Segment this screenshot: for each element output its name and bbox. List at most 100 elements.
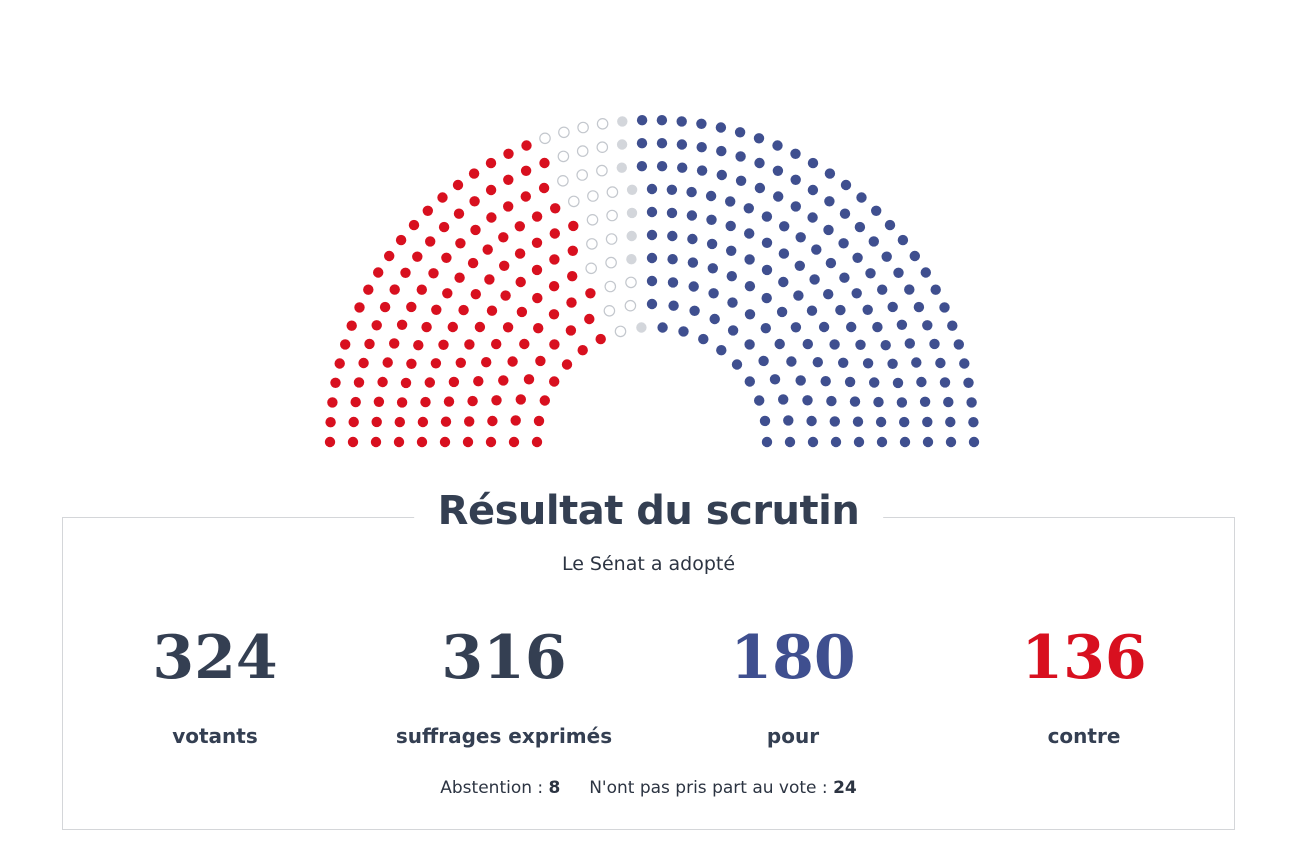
seat-absent bbox=[557, 175, 569, 187]
seat-pour bbox=[744, 228, 755, 239]
seat-pour bbox=[806, 305, 818, 316]
seat-contre bbox=[394, 416, 405, 428]
seat-pour bbox=[853, 436, 865, 448]
seat-absent bbox=[606, 186, 619, 198]
seat-pour bbox=[646, 298, 658, 310]
stat-pour: 180 pour bbox=[643, 618, 943, 748]
seat-absent bbox=[586, 238, 598, 250]
seat-pour bbox=[939, 377, 951, 388]
seat-pour bbox=[875, 416, 887, 428]
seat-pour bbox=[851, 288, 862, 299]
seat-contre bbox=[531, 436, 543, 448]
seat-contre bbox=[382, 357, 393, 368]
seat-pour bbox=[968, 417, 979, 428]
seat-contre bbox=[515, 394, 526, 405]
seat-contre bbox=[354, 302, 365, 313]
seat-pour bbox=[761, 264, 773, 276]
seat-contre bbox=[567, 245, 578, 256]
seat-contre bbox=[438, 221, 450, 233]
seat-pour bbox=[734, 127, 746, 138]
seat-pour bbox=[835, 304, 846, 316]
seat-pour bbox=[725, 220, 736, 232]
seat-contre bbox=[448, 376, 460, 388]
seat-pour bbox=[838, 238, 849, 249]
seat-pour bbox=[876, 436, 888, 448]
seat-pour bbox=[727, 297, 738, 308]
seat-contre bbox=[395, 234, 407, 246]
seat-pour bbox=[705, 190, 717, 202]
seat-contre bbox=[327, 397, 338, 408]
seat-pour bbox=[892, 377, 904, 389]
seat-pour bbox=[829, 339, 840, 350]
seat-abstention bbox=[626, 207, 638, 219]
stat-contre-value: 136 bbox=[1021, 623, 1147, 693]
seat-pour bbox=[823, 289, 834, 300]
seat-contre bbox=[468, 168, 480, 179]
seat-contre bbox=[548, 309, 560, 320]
seat-pour bbox=[966, 397, 977, 408]
seat-pour bbox=[959, 358, 970, 369]
seat-contre bbox=[500, 290, 511, 301]
seat-contre bbox=[377, 376, 388, 388]
stat-suffrages-value: 316 bbox=[441, 623, 567, 693]
seat-pour bbox=[968, 436, 980, 448]
seat-contre bbox=[442, 288, 453, 299]
seat-contre bbox=[499, 260, 510, 271]
seat-pour bbox=[896, 397, 908, 408]
seat-contre bbox=[371, 416, 382, 428]
seat-pour bbox=[877, 284, 888, 295]
seat-absent bbox=[557, 150, 570, 163]
seat-contre bbox=[441, 252, 452, 263]
seat-pour bbox=[794, 260, 805, 271]
seat-pour bbox=[880, 340, 891, 351]
seat-contre bbox=[549, 376, 560, 387]
seat-pour bbox=[761, 211, 773, 222]
seat-pour bbox=[678, 326, 689, 337]
seat-pour bbox=[846, 321, 857, 333]
seat-pour bbox=[778, 394, 789, 405]
seat-contre bbox=[514, 248, 526, 259]
seat-contre bbox=[400, 267, 411, 278]
seat-contre bbox=[515, 276, 526, 288]
seat-pour bbox=[696, 118, 707, 129]
seat-pour bbox=[855, 339, 866, 350]
seat-contre bbox=[408, 219, 420, 231]
seat-pour bbox=[667, 230, 678, 242]
seat-contre bbox=[330, 377, 341, 388]
seat-pour bbox=[869, 377, 880, 388]
seat-contre bbox=[491, 395, 502, 406]
seat-pour bbox=[769, 374, 781, 385]
seat-pour bbox=[899, 436, 911, 448]
seat-contre bbox=[464, 339, 475, 350]
seat-pour bbox=[852, 252, 863, 263]
results-subtitle: Le Sénat a adopté bbox=[561, 553, 736, 575]
seat-pour bbox=[930, 284, 941, 295]
seat-contre bbox=[462, 436, 474, 448]
seat-pour bbox=[839, 208, 851, 219]
seat-pour bbox=[735, 151, 746, 162]
seat-contre bbox=[420, 396, 431, 408]
seat-contre bbox=[482, 244, 493, 255]
seat-pour bbox=[807, 212, 818, 223]
seat-contre bbox=[519, 338, 530, 350]
seat-pour bbox=[790, 201, 801, 212]
stat-pour-label: pour bbox=[766, 724, 820, 748]
seat-pour bbox=[772, 165, 784, 176]
seat-absent bbox=[605, 256, 617, 269]
seat-pour bbox=[783, 415, 794, 426]
seat-pour bbox=[795, 232, 806, 243]
seat-contre bbox=[503, 148, 514, 159]
seat-pour bbox=[887, 301, 898, 313]
seat-contre bbox=[481, 357, 492, 368]
seat-pour bbox=[636, 161, 648, 172]
seat-contre bbox=[454, 272, 465, 283]
seat-pour bbox=[760, 323, 771, 334]
seat-pour bbox=[849, 396, 861, 407]
seat-contre bbox=[585, 288, 596, 299]
seat-contre bbox=[439, 436, 451, 448]
seat-contre bbox=[523, 374, 535, 385]
seat-pour bbox=[779, 221, 790, 232]
seat-pour bbox=[688, 281, 699, 292]
seat-contre bbox=[502, 322, 514, 333]
seat-pour bbox=[868, 236, 879, 247]
